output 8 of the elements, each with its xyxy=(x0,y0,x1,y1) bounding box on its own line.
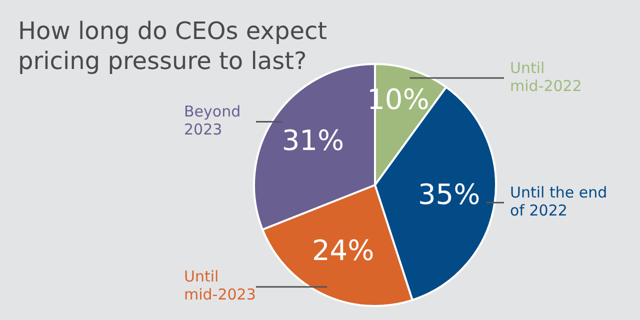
data-label: 24% xyxy=(312,234,374,268)
data-label: 35% xyxy=(418,178,480,212)
chart-title: How long do CEOs expect pricing pressure to last? xyxy=(18,16,328,76)
slice-label: Until mid-2023 xyxy=(184,268,256,304)
slice-label: Beyond 2023 xyxy=(184,102,241,139)
slice-label: Until the end of 2022 xyxy=(510,183,608,220)
slice-label: Until mid-2022 xyxy=(510,58,582,95)
data-label: 31% xyxy=(282,124,344,158)
